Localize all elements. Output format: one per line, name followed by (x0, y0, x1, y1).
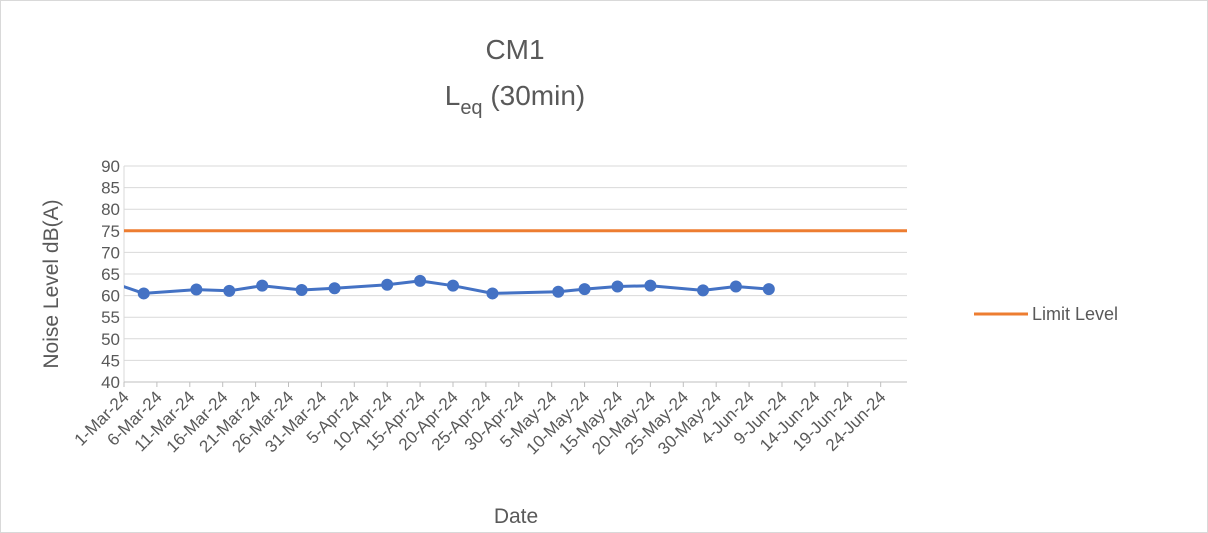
data-point (414, 274, 427, 287)
axes (123, 166, 907, 387)
y-axis-title: Noise Level dB(A) (40, 199, 63, 368)
y-tick-label: 50 (101, 330, 120, 349)
legend: Limit Level (974, 304, 1118, 324)
y-tick-labels: 40 45 50 55 60 65 70 75 80 85 90 (101, 157, 120, 392)
data-point (578, 283, 591, 296)
y-tick-label: 45 (101, 351, 120, 370)
data-point (328, 282, 341, 295)
legend-label: Limit Level (1032, 304, 1118, 324)
x-axis-title: Date (494, 505, 538, 528)
y-tick-label: 85 (101, 179, 120, 198)
y-tick-label: 75 (101, 222, 120, 241)
data-point (256, 279, 269, 292)
data-point (552, 285, 565, 298)
y-tick-label: 80 (101, 200, 120, 219)
data-point (190, 283, 203, 296)
x-tick-labels: 1-Mar-246-Mar-2411-Mar-2416-Mar-2421-Mar… (71, 387, 890, 458)
y-tick-label: 70 (101, 243, 120, 262)
gridlines (124, 165, 907, 383)
data-point (697, 284, 710, 297)
chart-subtitle-subscript: eq (460, 97, 482, 119)
chart-title: CM1 (485, 34, 544, 65)
data-point (729, 280, 742, 293)
series-markers (137, 274, 775, 300)
data-point (381, 278, 394, 291)
y-tick-label: 65 (101, 265, 120, 284)
y-tick-label: 60 (101, 287, 120, 306)
chart-subtitle-rest: (30min) (483, 80, 586, 111)
data-point (446, 279, 459, 292)
y-tick-label: 55 (101, 308, 120, 327)
series-lines (124, 229, 907, 295)
data-point (486, 287, 499, 300)
series-line-measured (124, 279, 769, 295)
data-point (137, 287, 150, 300)
y-tick-label: 40 (101, 373, 120, 392)
data-point (611, 280, 624, 293)
data-point (762, 283, 775, 296)
data-point (644, 279, 657, 292)
chart-subtitle: Leq (30min) (445, 80, 586, 119)
y-tick-label: 90 (101, 157, 120, 176)
chart-subtitle-base: L (445, 80, 461, 111)
data-point (223, 284, 236, 297)
data-point (295, 283, 308, 296)
